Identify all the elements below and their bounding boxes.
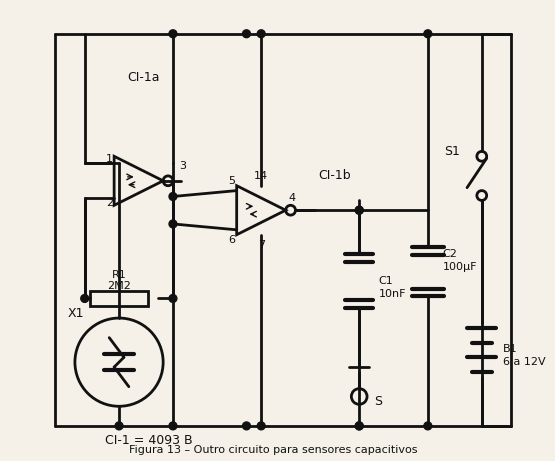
Text: X1: X1 <box>68 307 84 319</box>
Circle shape <box>355 422 363 430</box>
Text: S: S <box>374 395 382 408</box>
Text: C2: C2 <box>442 249 457 260</box>
Text: 2M2: 2M2 <box>107 281 131 291</box>
Text: 14: 14 <box>254 171 268 181</box>
Text: 3: 3 <box>179 161 186 171</box>
Text: 6 a 12V: 6 a 12V <box>503 357 546 367</box>
Text: 100µF: 100µF <box>442 262 477 272</box>
Text: CI-1 = 4093 B: CI-1 = 4093 B <box>105 434 192 447</box>
Circle shape <box>169 220 177 228</box>
Text: 5: 5 <box>228 176 235 186</box>
Circle shape <box>424 30 432 38</box>
Circle shape <box>169 422 177 430</box>
Circle shape <box>243 422 250 430</box>
Text: 7: 7 <box>258 240 265 249</box>
Circle shape <box>355 206 363 214</box>
Circle shape <box>424 422 432 430</box>
Text: B1: B1 <box>503 344 518 355</box>
Text: R1: R1 <box>112 270 127 280</box>
Text: Figura 13 – Outro circuito para sensores capacitivos: Figura 13 – Outro circuito para sensores… <box>129 445 417 455</box>
Circle shape <box>258 30 265 38</box>
Text: CI-1b: CI-1b <box>319 169 351 183</box>
Circle shape <box>169 295 177 302</box>
Text: 1: 1 <box>105 154 113 164</box>
Circle shape <box>355 206 363 214</box>
Circle shape <box>243 30 250 38</box>
Circle shape <box>81 295 89 302</box>
Circle shape <box>258 422 265 430</box>
Circle shape <box>355 422 363 430</box>
Text: CI-1a: CI-1a <box>127 71 160 84</box>
Circle shape <box>169 193 177 201</box>
Bar <box>89 290 148 306</box>
Circle shape <box>169 30 177 38</box>
Text: 10nF: 10nF <box>379 289 406 299</box>
Text: C1: C1 <box>379 276 393 286</box>
Circle shape <box>115 422 123 430</box>
Text: S1: S1 <box>445 145 460 158</box>
Text: 2: 2 <box>105 198 113 208</box>
Text: 4: 4 <box>288 194 295 203</box>
Text: 6: 6 <box>228 235 235 245</box>
